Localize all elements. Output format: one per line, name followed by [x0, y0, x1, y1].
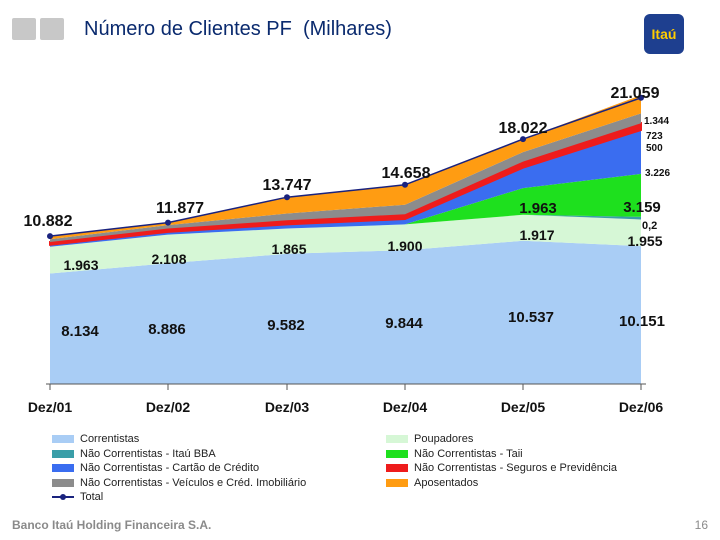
legend-label: Não Correntistas - Itaú BBA	[80, 447, 216, 460]
correntistas-label: 8.886	[148, 321, 186, 338]
legend-item-poupadores: Poupadores	[386, 433, 473, 445]
decorative-squares	[12, 18, 64, 40]
legend-swatch	[386, 435, 408, 443]
taii-label: 1.963	[519, 200, 557, 217]
total-label: 14.658	[382, 165, 431, 182]
total-label: 10.882	[24, 213, 73, 230]
correntistas-label: 10.151	[619, 313, 665, 330]
side-label: 3.226	[645, 168, 670, 179]
legend-item-taii: Não Correntistas - Taii	[386, 448, 523, 460]
poupadores-label: 1.900	[387, 238, 422, 254]
total-point	[520, 136, 526, 143]
poupadores-label: 1.917	[519, 227, 554, 243]
legend-swatch	[386, 449, 408, 458]
legend-swatch	[52, 493, 74, 501]
footer-company: Banco Itaú Holding Financeira S.A.	[12, 518, 212, 532]
correntistas-label: 8.134	[61, 323, 99, 340]
x-tick-label: Dez/03	[265, 399, 310, 415]
legend-item-itau_bba: Não Correntistas - Itaú BBA	[52, 448, 216, 460]
legend-label: Total	[80, 491, 104, 503]
area-taii	[50, 173, 641, 247]
legend-label: Poupadores	[414, 433, 474, 445]
poupadores-label: 1.955	[627, 233, 662, 249]
total-point	[47, 233, 53, 240]
legend-label: Aposentados	[414, 476, 479, 489]
correntistas-label: 9.582	[267, 317, 305, 334]
legend-label: Não Correntistas - Seguros e Previdência	[414, 462, 617, 474]
legend-item-correntistas: Correntistas	[52, 433, 139, 445]
x-tick-label: Dez/01	[28, 399, 73, 415]
legend-swatch	[386, 464, 408, 472]
total-label: 11.877	[156, 200, 204, 217]
total-point	[284, 194, 290, 201]
poupadores-label: 1.963	[63, 257, 98, 273]
legend-swatch	[52, 449, 74, 458]
total-point	[638, 94, 644, 101]
taii-label: 3.159	[623, 199, 661, 216]
side-label: 0,2	[642, 220, 657, 232]
page-title: Número de Clientes PF (Milhares)	[84, 18, 392, 40]
x-tick-label: Dez/05	[501, 399, 546, 415]
legend-item-cartao: Não Correntistas - Cartão de Crédito	[52, 462, 259, 474]
legend-swatch	[52, 435, 74, 443]
legend-label: Não Correntistas - Taii	[414, 447, 523, 460]
x-tick-label: Dez/06	[619, 399, 664, 415]
total-point	[165, 219, 171, 226]
legend-label: Correntistas	[80, 433, 140, 445]
side-label: 500	[646, 143, 663, 154]
legend-label: Não Correntistas - Cartão de Crédito	[80, 462, 260, 474]
legend-item-total: Total	[52, 491, 103, 503]
legend-label: Não Correntistas - Veículos e Créd. Imob…	[80, 476, 307, 489]
itau-logo: Itaú	[644, 14, 684, 54]
stacked-area-chart: Dez/01 Dez/02 Dez/03 Dez/04 Dez/05 Dez/06 10.8…	[24, 85, 671, 415]
area-veiculos	[50, 113, 641, 243]
legend-swatch	[386, 478, 408, 487]
area-cartao	[50, 130, 641, 247]
total-point	[402, 181, 408, 188]
x-tick-label: Dez/04	[383, 399, 428, 415]
correntistas-label: 10.537	[508, 309, 554, 326]
area-poupadores	[50, 214, 641, 274]
area-correntistas	[50, 240, 641, 384]
side-label: 1.344	[644, 116, 669, 127]
total-label: 21.059	[611, 85, 660, 102]
side-label: 723	[646, 131, 663, 142]
page-number: 16	[694, 518, 708, 532]
poupadores-label: 2.108	[151, 251, 186, 267]
total-line	[49, 97, 642, 237]
legend-item-veiculos: Não Correntistas - Veículos e Créd. Imob…	[52, 477, 306, 489]
legend-swatch	[52, 464, 74, 472]
legend-item-seguros: Não Correntistas - Seguros e Previdência	[386, 462, 617, 474]
legend-swatch	[52, 478, 74, 487]
correntistas-label: 9.844	[385, 315, 423, 332]
legend-item-aposentados: Aposentados	[386, 477, 478, 489]
x-tick-label: Dez/02	[146, 399, 191, 415]
total-label: 13.747	[263, 177, 312, 194]
poupadores-label: 1.865	[271, 241, 306, 257]
total-label: 18.022	[499, 120, 548, 137]
